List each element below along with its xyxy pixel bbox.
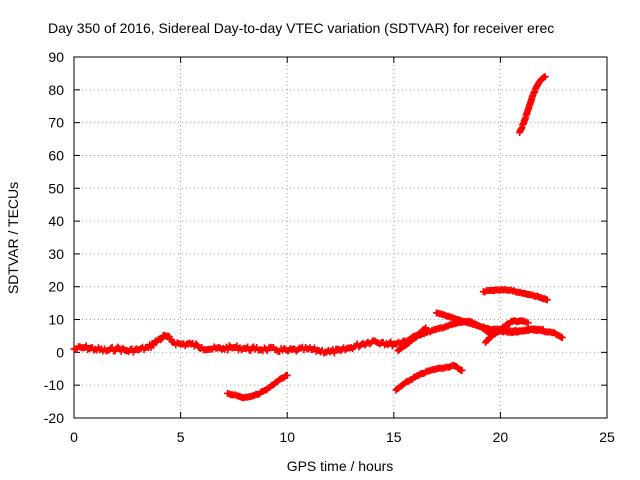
x-tick-label: 15 xyxy=(386,429,402,445)
chart-title: Day 350 of 2016, Sidereal Day-to-day VTE… xyxy=(48,20,554,36)
y-tick-label: 30 xyxy=(48,246,64,262)
tick-labels: -20 -10 0 10 20 30 40 50 60 70 80 90 0 5 10 15 20 25 xyxy=(44,49,615,445)
series-pass-2 xyxy=(392,361,466,394)
y-tick-label: 90 xyxy=(48,49,64,65)
x-tick-label: 5 xyxy=(177,429,185,445)
x-tick-label: 20 xyxy=(493,429,509,445)
data-point xyxy=(458,366,466,374)
data-point xyxy=(541,73,549,81)
data-point xyxy=(558,334,566,342)
y-axis-label: SDTVAR / TECUs xyxy=(5,182,21,294)
data-points xyxy=(70,73,566,402)
x-tick-label: 0 xyxy=(70,429,78,445)
data-point xyxy=(192,340,200,348)
data-point xyxy=(330,349,338,357)
axes xyxy=(73,56,608,419)
data-point xyxy=(543,296,551,304)
y-tick-label: 60 xyxy=(48,147,64,163)
series-pass-6 xyxy=(481,317,532,347)
y-tick-label: 70 xyxy=(48,115,64,131)
y-tick-label: 20 xyxy=(48,279,64,295)
y-tick-label: 40 xyxy=(48,213,64,229)
x-tick-label: 25 xyxy=(599,429,615,445)
x-tick-label: 10 xyxy=(279,429,295,445)
y-tick-label: 0 xyxy=(56,344,64,360)
grid xyxy=(74,57,607,418)
data-point xyxy=(524,319,532,327)
y-tick-label: 50 xyxy=(48,180,64,196)
x-axis-label: GPS time / hours xyxy=(287,458,394,474)
data-point xyxy=(157,336,165,344)
series-pass-5 xyxy=(432,309,566,342)
series-main-band xyxy=(70,331,408,357)
series-pass-1 xyxy=(224,371,291,402)
plot-frame xyxy=(73,56,608,419)
series-pass-8 xyxy=(516,73,549,136)
data-point xyxy=(283,371,291,379)
y-tick-label: -10 xyxy=(44,377,64,393)
series-pass-7 xyxy=(479,285,551,304)
y-tick-label: 10 xyxy=(48,312,64,328)
y-tick-label: 80 xyxy=(48,82,64,98)
y-tick-label: -20 xyxy=(44,410,64,426)
